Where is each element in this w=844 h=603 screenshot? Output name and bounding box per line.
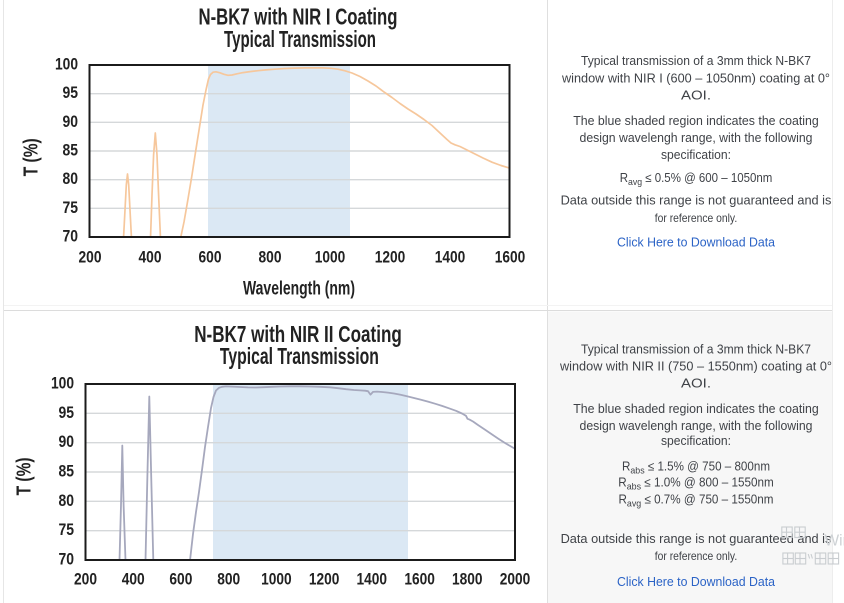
svg-text:70: 70 (59, 550, 75, 569)
svg-text:Data outside this range is not: Data outside this range is not guarantee… (561, 531, 832, 546)
svg-text:T (%): T (%) (21, 138, 43, 176)
svg-text:1600: 1600 (404, 570, 435, 589)
svg-text:1000: 1000 (315, 248, 346, 267)
svg-text:85: 85 (63, 141, 79, 160)
svg-text:1000: 1000 (261, 570, 292, 589)
svg-text:window with NIR I (600 – 1050n: window with NIR I (600 – 1050nm) coating… (561, 70, 830, 85)
svg-text:Typical Transmission: Typical Transmission (224, 26, 376, 52)
svg-text:Typical transmission of a 3mm: Typical transmission of a 3mm thick N-BK… (581, 342, 811, 357)
svg-text:N-BK7 with NIR I Coating: N-BK7 with NIR I Coating (199, 4, 398, 30)
svg-text:Click Here to Download Data: Click Here to Download Data (617, 574, 776, 589)
svg-text:for reference only.: for reference only. (655, 211, 737, 225)
svg-text:400: 400 (122, 570, 145, 589)
svg-text:Data outside this range is not: Data outside this range is not guarantee… (561, 193, 832, 208)
svg-text:85: 85 (59, 462, 75, 481)
svg-text:AOI.: AOI. (681, 87, 711, 102)
svg-text:100: 100 (55, 55, 78, 74)
svg-text:200: 200 (79, 248, 102, 267)
svg-text:Ravg ≤ 0.5% @ 600 – 1050nm: Ravg ≤ 0.5% @ 600 – 1050nm (620, 171, 773, 188)
svg-text:for reference only.: for reference only. (655, 549, 737, 563)
svg-text:Click Here to Download Data: Click Here to Download Data (617, 235, 776, 250)
svg-text:Rabs ≤ 1.5% @ 750 – 800nm: Rabs ≤ 1.5% @ 750 – 800nm (622, 459, 770, 476)
svg-text:specification:: specification: (661, 433, 731, 448)
svg-text:95: 95 (59, 403, 75, 422)
svg-text:window with NIR II (750 – 1550: window with NIR II (750 – 1550nm) coatin… (559, 359, 832, 374)
svg-text:800: 800 (259, 248, 282, 267)
svg-text:1400: 1400 (435, 248, 466, 267)
svg-text:600: 600 (199, 248, 222, 267)
svg-text:design wavelengh range, with t: design wavelengh range, with the followi… (580, 418, 813, 433)
svg-text:1200: 1200 (375, 248, 406, 267)
svg-text:70: 70 (63, 227, 79, 246)
svg-text:T (%): T (%) (14, 457, 36, 495)
svg-text:80: 80 (63, 169, 79, 188)
svg-text:Typical transmission of a 3mm: Typical transmission of a 3mm thick N-BK… (581, 53, 811, 68)
svg-text:75: 75 (63, 198, 79, 217)
svg-text:600: 600 (169, 570, 192, 589)
svg-text:Windows: Windows (825, 533, 844, 550)
svg-text:The blue shaded region indicat: The blue shaded region indicates the coa… (573, 113, 819, 128)
svg-text:Rabs ≤ 1.0% @ 800 – 1550nm: Rabs ≤ 1.0% @ 800 – 1550nm (618, 475, 773, 492)
svg-text:Typical Transmission: Typical Transmission (220, 343, 379, 369)
svg-text:90: 90 (59, 432, 75, 451)
svg-text:1600: 1600 (495, 248, 526, 267)
svg-text:95: 95 (63, 83, 79, 102)
svg-text:AOI.: AOI. (681, 376, 711, 391)
svg-text:1400: 1400 (357, 570, 388, 589)
svg-text:200: 200 (74, 570, 97, 589)
svg-text:75: 75 (59, 520, 75, 539)
svg-text:80: 80 (59, 491, 75, 510)
svg-text:Ravg ≤ 0.7% @ 750 – 1550nm: Ravg ≤ 0.7% @ 750 – 1550nm (619, 492, 774, 509)
svg-text:specification:: specification: (661, 147, 731, 162)
svg-text:1200: 1200 (309, 570, 340, 589)
svg-text:design wavelengh range, with t: design wavelengh range, with the followi… (580, 130, 813, 145)
svg-text:2000: 2000 (500, 570, 531, 589)
svg-text:The blue shaded region indicat: The blue shaded region indicates the coa… (573, 401, 819, 416)
svg-text:N-BK7 with NIR II Coating: N-BK7 with NIR II Coating (194, 321, 402, 347)
svg-text:800: 800 (217, 570, 240, 589)
svg-text:400: 400 (139, 248, 162, 267)
svg-text:Wavelength (nm): Wavelength (nm) (243, 279, 355, 300)
svg-text:1800: 1800 (452, 570, 483, 589)
svg-text:90: 90 (63, 112, 79, 131)
svg-text:100: 100 (51, 374, 74, 393)
